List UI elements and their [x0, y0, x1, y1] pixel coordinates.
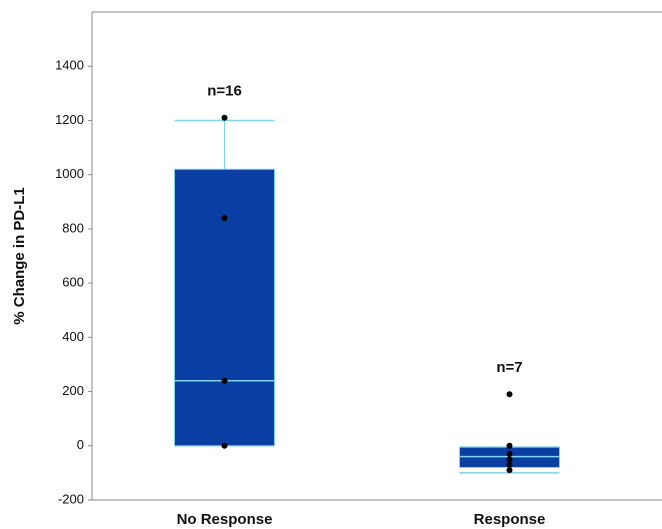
y-tick-label: -200 — [58, 491, 84, 506]
y-axis-label: % Change in PD-L1 — [11, 187, 28, 325]
point — [221, 215, 228, 222]
y-tick-label: 600 — [62, 275, 84, 290]
box — [174, 168, 275, 447]
point — [506, 391, 513, 398]
point — [506, 456, 513, 463]
x-tick-label: Response — [474, 511, 546, 528]
annotation: n=7 — [496, 359, 522, 376]
y-tick-label: 1200 — [55, 112, 84, 127]
annotation: n=16 — [207, 83, 242, 100]
y-tick-label: 1000 — [55, 166, 84, 181]
y-tick-label: 200 — [62, 383, 84, 398]
y-tick-label: 1400 — [55, 58, 84, 73]
point — [221, 114, 228, 121]
y-tick-label: 0 — [77, 437, 84, 452]
y-tick-label: 400 — [62, 329, 84, 344]
y-tick-label: 800 — [62, 220, 84, 235]
point — [506, 450, 513, 457]
point — [506, 467, 513, 474]
point — [506, 461, 513, 468]
point — [221, 377, 228, 384]
point — [506, 442, 513, 449]
point — [221, 442, 228, 449]
x-tick-label: No Response — [177, 511, 273, 528]
